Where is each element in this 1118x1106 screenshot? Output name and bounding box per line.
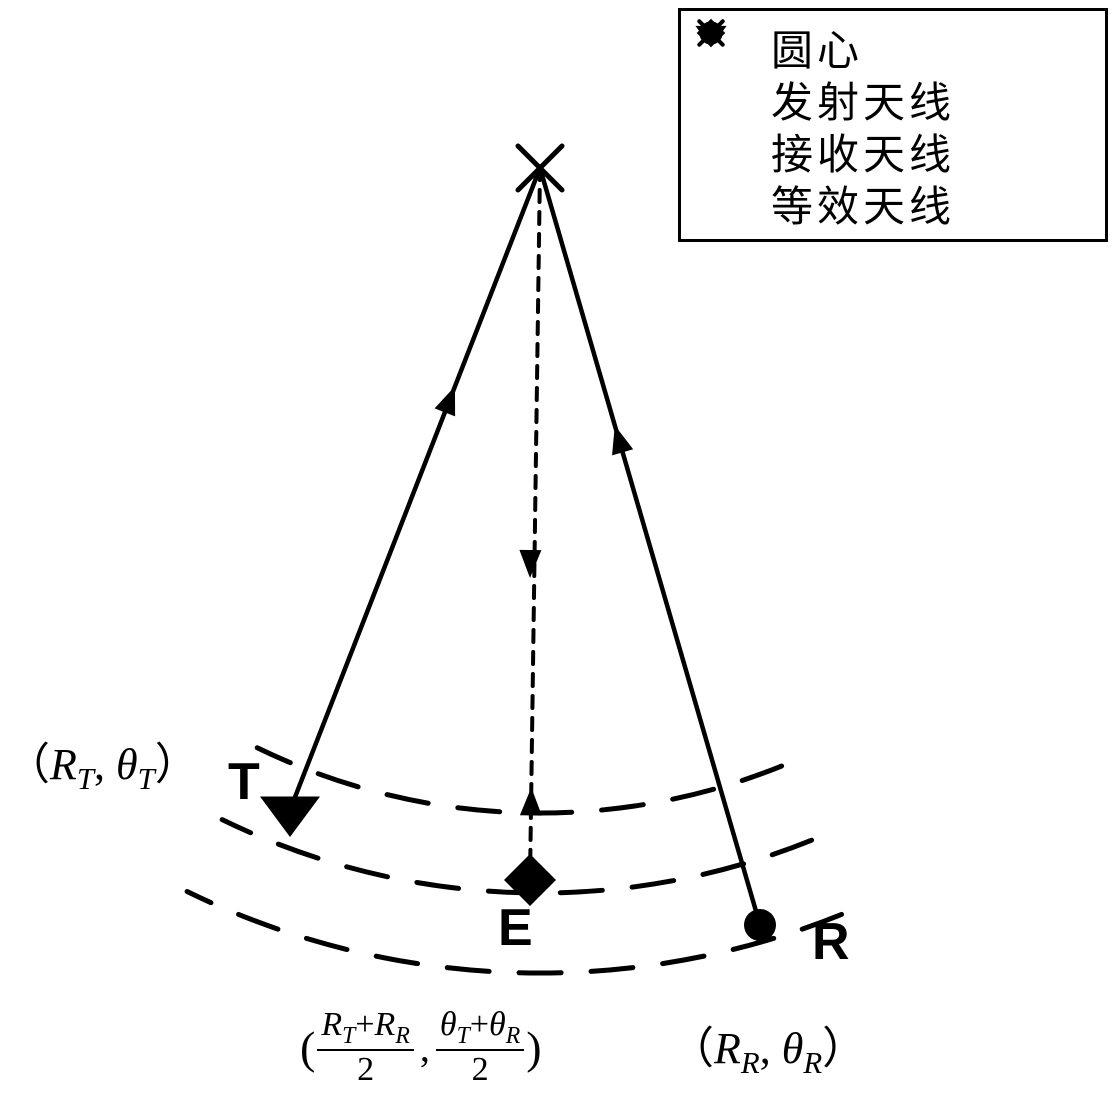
- paren-close: ）: [822, 1024, 866, 1073]
- legend-label: 等效天线: [771, 173, 955, 234]
- den: 2: [468, 1051, 493, 1088]
- diamond-icon: [681, 11, 741, 55]
- plus: +: [355, 1006, 374, 1043]
- sub-R: R: [741, 1046, 760, 1080]
- sym: θ: [440, 1006, 457, 1043]
- paren-close: ): [526, 1021, 541, 1074]
- sym-theta: θ: [782, 1024, 804, 1073]
- comma: ,: [420, 1024, 430, 1071]
- sub: R: [395, 1023, 410, 1049]
- legend-row: 圆心: [701, 21, 1085, 73]
- legend-box: 圆心发射天线接收天线等效天线: [678, 8, 1108, 242]
- legend-row: 等效天线: [701, 177, 1085, 229]
- paren-close: ）: [155, 740, 199, 789]
- legend-row: 发射天线: [701, 73, 1085, 125]
- sub-T2: T: [138, 762, 155, 796]
- sym-R: R: [50, 740, 77, 789]
- comma: ,: [760, 1024, 782, 1073]
- den: 2: [353, 1051, 378, 1088]
- sub-T: T: [77, 762, 94, 796]
- fraction-1: RT+RR 2: [317, 1006, 414, 1088]
- paren-open: (: [300, 1021, 315, 1074]
- sym: R: [375, 1006, 396, 1043]
- sym: θ: [489, 1006, 506, 1043]
- sub: T: [342, 1023, 355, 1049]
- sub-R2: R: [803, 1046, 822, 1080]
- plus: +: [470, 1006, 489, 1043]
- legend-row: 接收天线: [701, 125, 1085, 177]
- diagram-stage: 圆心发射天线接收天线等效天线 T R E （RT, θT） （RR, θR） (…: [0, 0, 1118, 1106]
- paren-open: （: [6, 740, 50, 789]
- label-T: T: [228, 752, 260, 812]
- coord-label-R: （RR, θR）: [670, 1012, 866, 1081]
- coord-label-T: （RT, θT）: [6, 728, 199, 797]
- fraction-2: θT+θR 2: [436, 1006, 524, 1088]
- sym-theta: θ: [116, 740, 138, 789]
- comma: ,: [94, 740, 116, 789]
- paren-open: （: [670, 1024, 714, 1073]
- sub: R: [506, 1023, 521, 1049]
- label-R: R: [812, 912, 850, 972]
- sub: T: [457, 1023, 470, 1049]
- coord-label-E: ( RT+RR 2 , θT+θR 2 ): [300, 1006, 542, 1088]
- sym-R: R: [714, 1024, 741, 1073]
- sym: R: [321, 1006, 342, 1043]
- label-E: E: [498, 898, 533, 958]
